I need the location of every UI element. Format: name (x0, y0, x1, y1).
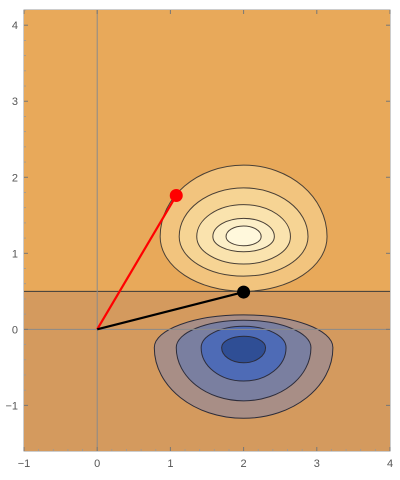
x-tick-label: 1 (167, 458, 173, 470)
black-vector-endpoint (237, 285, 251, 299)
vectors (96, 189, 251, 331)
red-vector-endpoint (169, 189, 183, 203)
y-tick-label: 1 (12, 248, 18, 260)
y-tick-label: −1 (5, 400, 18, 412)
x-tick-label: 0 (94, 458, 100, 470)
y-tick-label: 2 (12, 172, 18, 184)
lower-contour-level-4 (221, 335, 267, 364)
x-tick-label: −1 (18, 458, 31, 470)
y-tick-label: 3 (12, 96, 18, 108)
lower-contour-group (153, 314, 334, 419)
upper-contour-level-5 (225, 225, 262, 247)
upper-contour-group (159, 164, 328, 292)
x-tick-label: 2 (241, 458, 247, 470)
black-vector-line (96, 291, 244, 331)
y-tick-label: 4 (12, 20, 18, 32)
tick-marks: −1 0 1 2 3 4 −1 0 1 2 3 4 (5, 9, 393, 470)
red-vector-line (96, 194, 178, 330)
axes (24, 10, 390, 451)
x-tick-label: 4 (387, 458, 393, 470)
x-tick-label: 3 (314, 458, 320, 470)
y-tick-label: 0 (12, 324, 18, 336)
